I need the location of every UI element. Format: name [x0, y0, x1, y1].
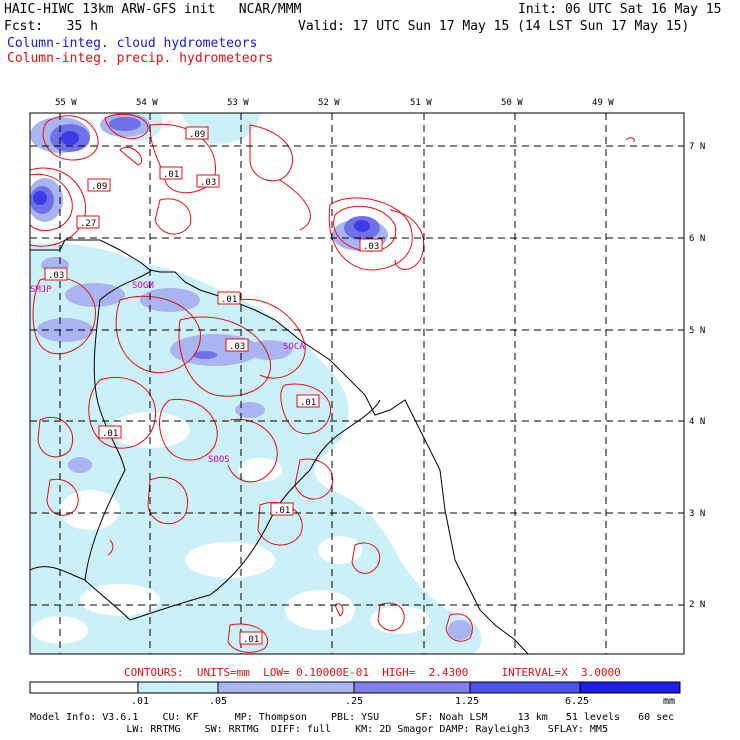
svg-text:.03: .03 [363, 242, 379, 252]
lon-label-49w: 49 W [592, 98, 614, 108]
svg-text:.01: .01 [300, 398, 316, 408]
contour-label: .01 [217, 291, 241, 305]
cloud-field-light [30, 243, 482, 654]
lat-label-2n: 2 N [689, 600, 705, 610]
colorbar-unit: mm [663, 696, 675, 707]
lon-label-51w: 51 W [410, 98, 432, 108]
contour-label: .03 [196, 174, 220, 188]
svg-text:.01: .01 [102, 429, 118, 439]
station-smjp: SMJP [30, 285, 52, 295]
lon-label-54w: 54 W [136, 98, 158, 108]
coastline [30, 239, 529, 654]
colorbar-bin [217, 681, 355, 694]
lon-label-52w: 52 W [318, 98, 340, 108]
colorbar-bin [469, 681, 581, 694]
svg-text:.01: .01 [274, 506, 290, 516]
lon-label-55w: 55 W [55, 98, 77, 108]
contour-label: .03 [359, 238, 383, 252]
model-info-line2: LW: RRTMG SW: RRTMG DIFF: full KM: 2D Sm… [30, 724, 608, 735]
contour-label: .03 [44, 267, 68, 281]
svg-text:.03: .03 [200, 178, 216, 188]
colorbar-tick: .01 [131, 696, 149, 707]
map-frame [29, 112, 685, 655]
contour-label: .09 [87, 178, 111, 192]
chart-title: HAIC-HIWC 13km ARW-GFS init NCAR/MMM [4, 2, 302, 17]
colorbar-tick: 1.25 [455, 696, 479, 707]
svg-text:.09: .09 [189, 130, 205, 140]
latlon-grid [30, 113, 684, 654]
colorbar: .01 .05 .25 1.25 6.25 mm [29, 681, 681, 707]
contour-label: .01 [270, 502, 294, 516]
lon-label-50w: 50 W [501, 98, 523, 108]
lat-label-4n: 4 N [689, 417, 705, 427]
station-sogm: SOGM [132, 281, 154, 291]
model-info-line1: Model Info: V3.6.1 CU: KF MP: Thompson P… [30, 712, 675, 723]
lon-label-53w: 53 W [227, 98, 249, 108]
svg-text:.01: .01 [221, 295, 237, 305]
colorbar-bin [137, 681, 219, 694]
svg-text:.01: .01 [243, 635, 259, 645]
lat-label-7n: 7 N [689, 142, 705, 152]
svg-text:.03: .03 [48, 271, 64, 281]
colorbar-tick: 6.25 [565, 696, 589, 707]
colorbar-tick: .25 [345, 696, 363, 707]
contour-label: .01 [159, 166, 183, 180]
contour-label: .01 [296, 394, 320, 408]
contour-label: .09 [185, 126, 209, 140]
contour-label: .01 [98, 425, 122, 439]
station-soos: SOOS [208, 455, 230, 465]
contour-label: .27 [76, 215, 100, 229]
svg-text:.01: .01 [163, 170, 179, 180]
lat-label-3n: 3 N [689, 509, 705, 519]
precip-contours [30, 113, 635, 653]
contour-labels: .09 .01 .03 .09 .27 .03 .03 .01 .03 .01 … [44, 126, 383, 645]
colorbar-bin [353, 681, 471, 694]
lat-label-5n: 5 N [689, 326, 705, 336]
init-time: Init: 06 UTC Sat 16 May 15 [518, 2, 722, 17]
lat-label-6n: 6 N [689, 234, 705, 244]
colorbar-bin [29, 681, 139, 694]
svg-text:.09: .09 [91, 182, 107, 192]
contour-label: .01 [239, 631, 263, 645]
legend-precip: Column-integ. precip. hydrometeors [7, 51, 274, 66]
cloud-field-core [33, 131, 370, 232]
valid-time: Valid: 17 UTC Sun 17 May 15 (14 LST Sun … [298, 19, 690, 34]
station-soca: SOCA [283, 342, 305, 352]
contour-label: .03 [225, 338, 249, 352]
svg-text:.03: .03 [229, 342, 245, 352]
svg-text:.27: .27 [80, 219, 96, 229]
colorbar-tick: .05 [209, 696, 227, 707]
forecast-hour: Fcst: 35 h [4, 19, 98, 34]
contour-info: CONTOURS: UNITS=mm LOW= 0.10000E-01 HIGH… [124, 666, 621, 679]
legend-cloud: Column-integ. cloud hydrometeors [7, 36, 258, 51]
colorbar-bin [579, 681, 681, 694]
